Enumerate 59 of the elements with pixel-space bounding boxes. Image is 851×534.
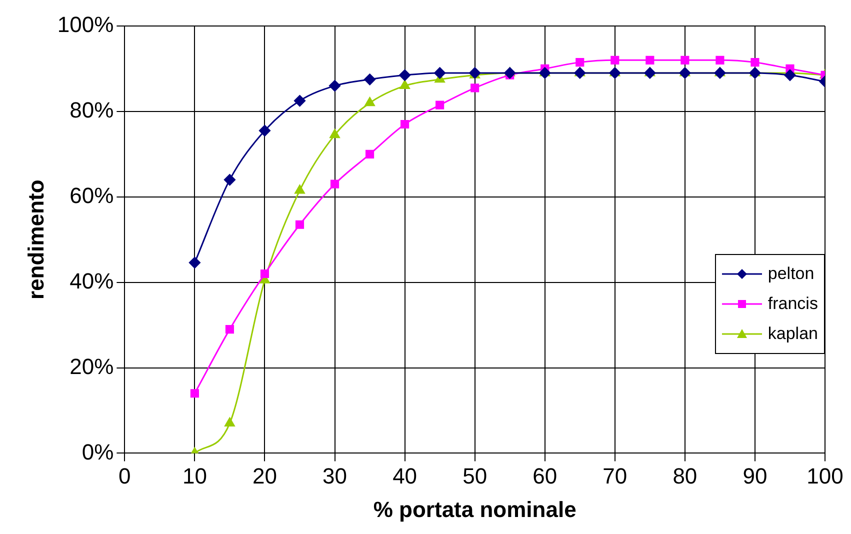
point (679, 67, 691, 79)
point (294, 184, 305, 194)
point (190, 389, 199, 398)
y-axis-title: rendimento (23, 180, 48, 300)
x-tick-label: 90 (742, 463, 768, 488)
point (364, 74, 376, 86)
x-tick-label: 60 (532, 463, 558, 488)
y-tick-label: 0% (82, 439, 114, 464)
x-tick-label: 30 (322, 463, 348, 488)
point (574, 67, 586, 79)
legend-label: francis (768, 294, 818, 314)
point (610, 56, 620, 64)
point (504, 67, 516, 79)
x-tick-label: 80 (672, 463, 698, 488)
point (436, 100, 444, 110)
point (400, 80, 410, 90)
y-tick-label: 20% (70, 354, 114, 379)
point (750, 58, 760, 67)
point (260, 269, 270, 278)
point (680, 56, 690, 64)
x-tick-label: 100 (806, 463, 844, 488)
point (609, 67, 621, 79)
point (749, 67, 761, 79)
point (225, 325, 234, 334)
point (576, 58, 584, 67)
point (539, 67, 551, 79)
point (330, 180, 340, 188)
point (258, 124, 270, 136)
x-tick-label: 20 (252, 463, 277, 488)
point (714, 67, 726, 79)
y-tick-label: 100% (57, 12, 114, 38)
x-tick-label: 40 (392, 463, 418, 488)
x-tick-label: 10 (182, 463, 207, 488)
point (400, 120, 410, 129)
point (399, 69, 411, 81)
point (330, 129, 340, 138)
y-tick-label: 40% (70, 268, 114, 294)
point (224, 418, 235, 427)
x-tick-label: 0 (118, 463, 131, 488)
point (364, 97, 375, 106)
point (716, 56, 724, 64)
y-tick-label: 80% (70, 98, 114, 123)
point (366, 150, 374, 158)
point (434, 67, 446, 79)
point (784, 69, 796, 81)
point (644, 67, 656, 79)
point (294, 95, 306, 107)
point (329, 80, 341, 92)
legend-label: pelton (768, 264, 814, 284)
point (295, 220, 304, 229)
y-tick-label: 60% (70, 182, 114, 208)
point (646, 56, 654, 64)
x-tick-label: 50 (462, 463, 488, 488)
point (470, 84, 480, 92)
point (224, 174, 236, 186)
x-axis-title: % portata nominale (373, 496, 576, 522)
x-tick-label: 70 (602, 463, 628, 488)
point (188, 256, 200, 268)
legend-label: kaplan (768, 324, 818, 344)
